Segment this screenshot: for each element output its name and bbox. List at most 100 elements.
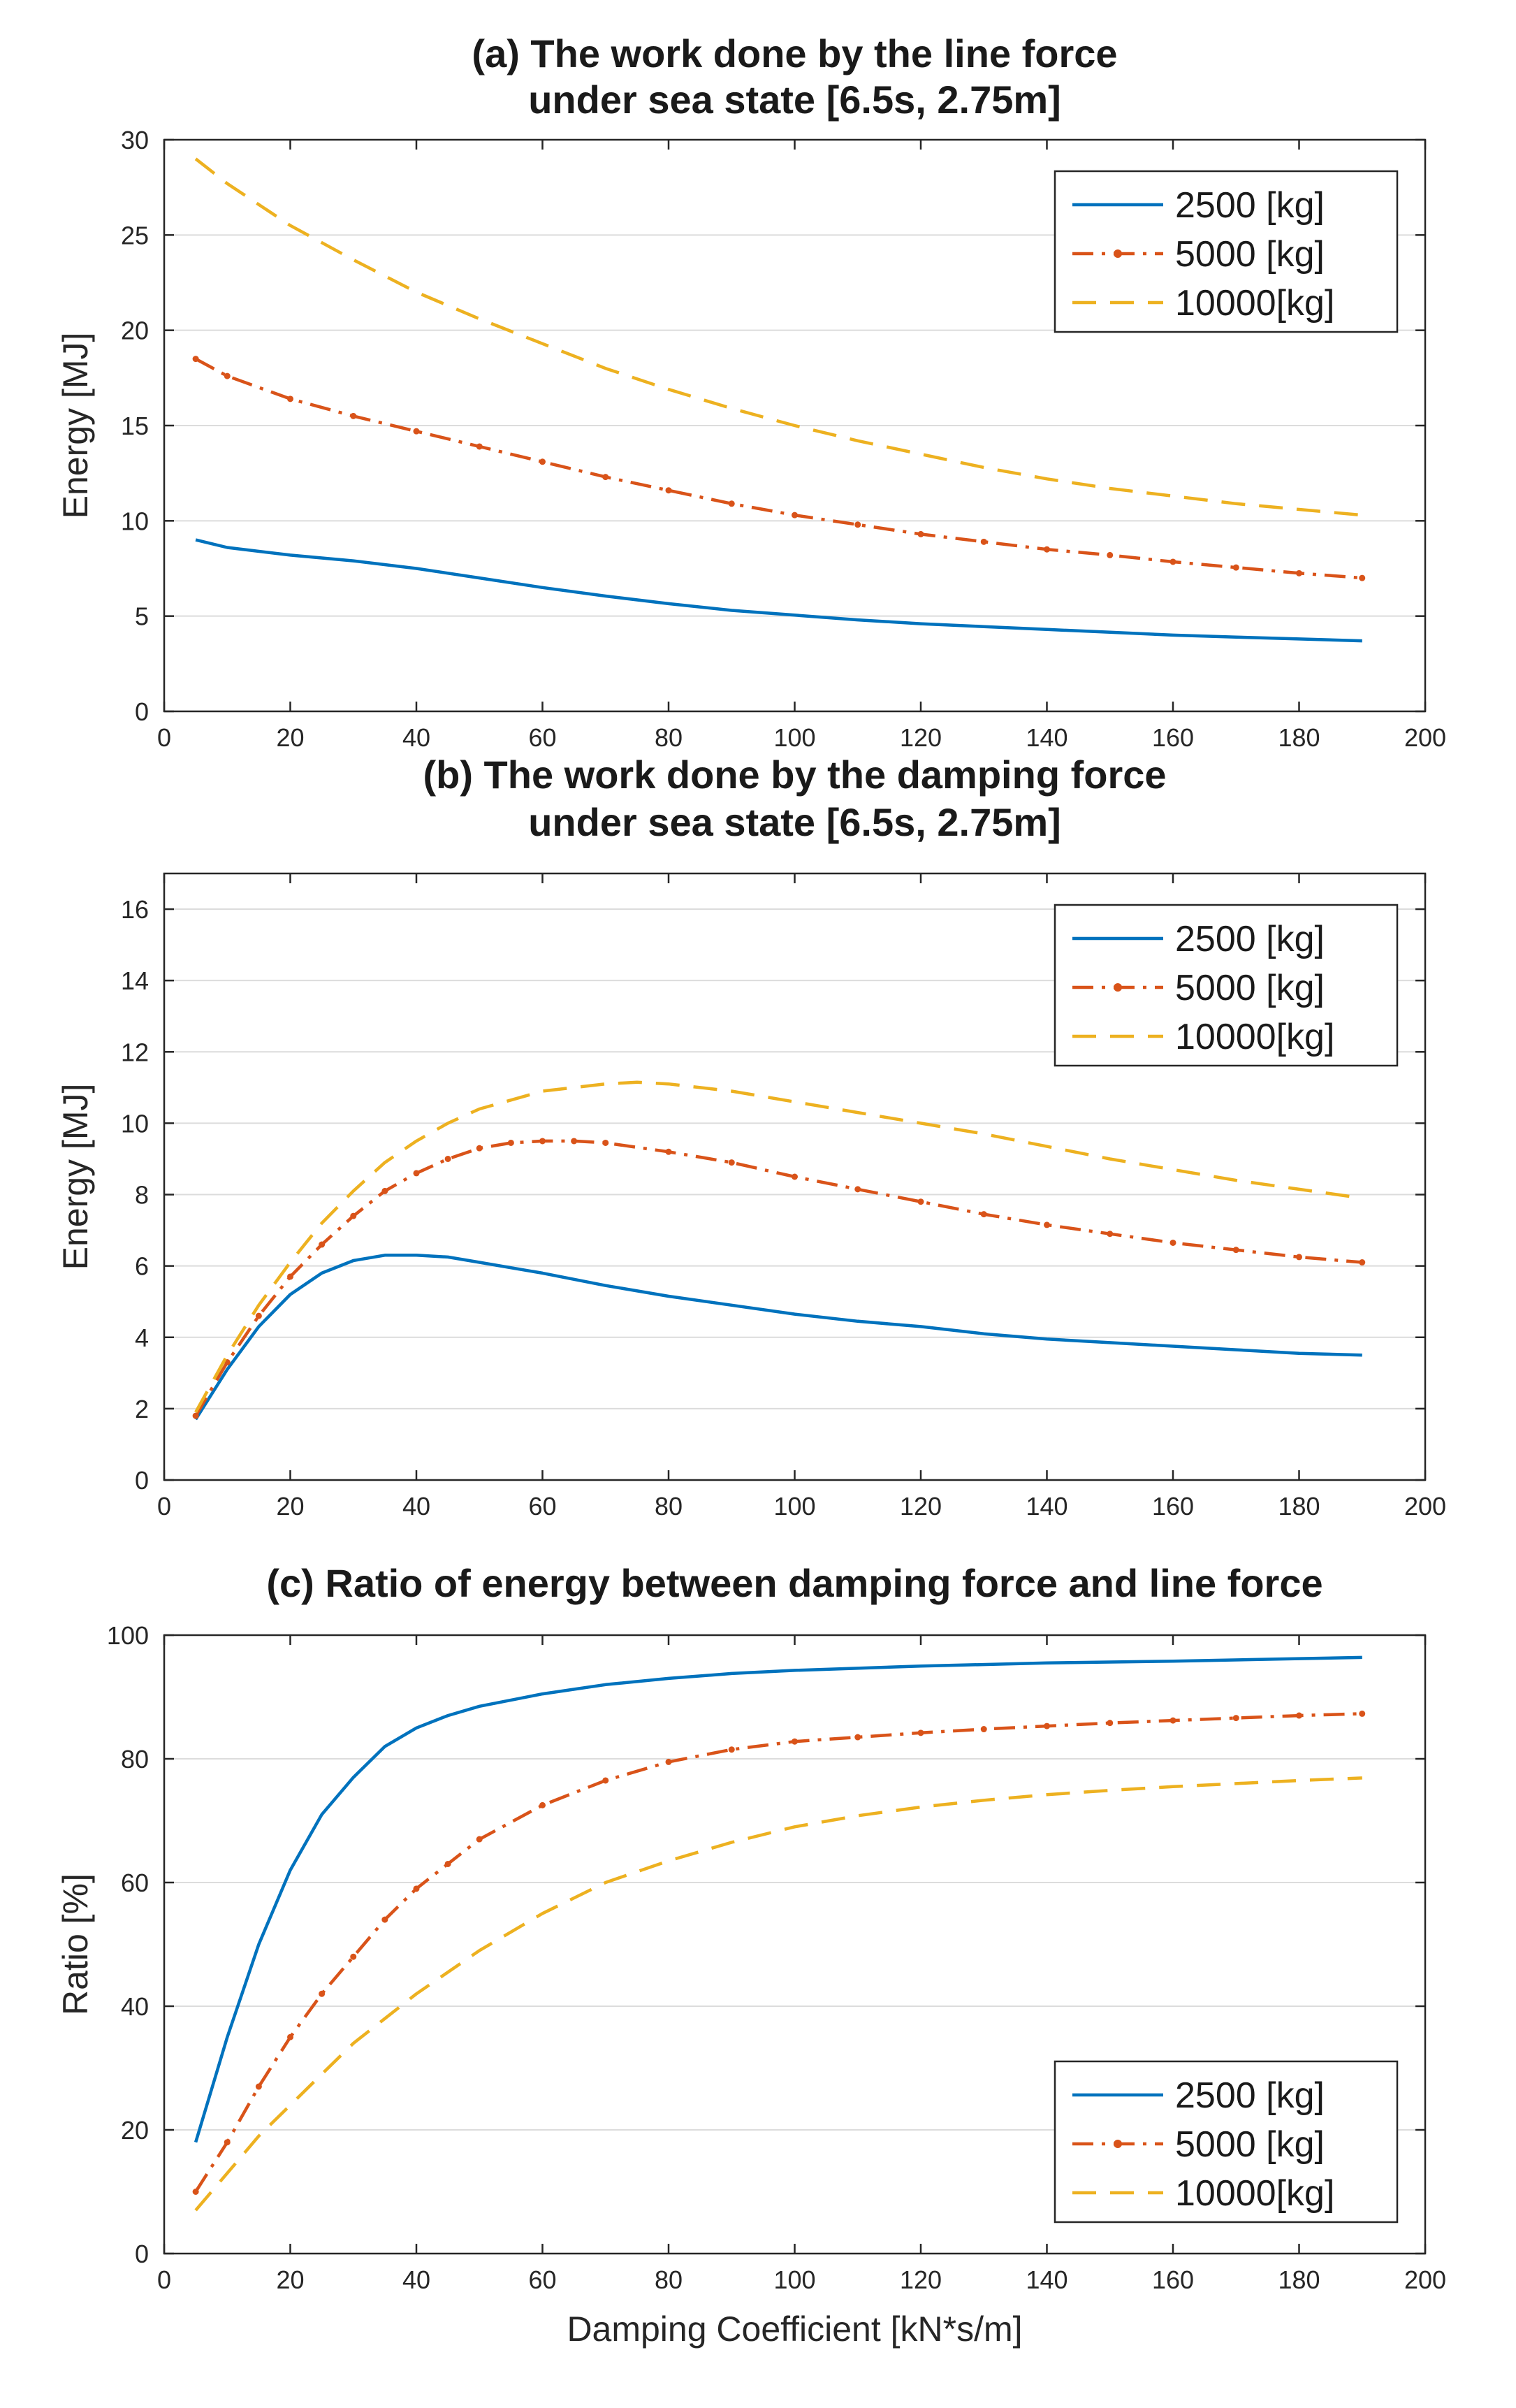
- series-line-2: [195, 357, 1362, 580]
- series-marker: [476, 1836, 483, 1843]
- legend-entry-2: 5000 [kg]: [1175, 234, 1325, 275]
- series-marker: [1232, 564, 1239, 571]
- series-marker: [476, 1145, 483, 1152]
- y-tick-label: 10: [121, 507, 149, 535]
- series-line-3: [194, 1080, 1363, 1414]
- legend-box: [1054, 904, 1399, 1067]
- series-marker: [1359, 1259, 1366, 1266]
- chart-subtitle: under sea state [6.5s, 2.75m]: [528, 78, 1061, 122]
- x-tick-label: 160: [1152, 2265, 1194, 2294]
- series-marker: [413, 1885, 420, 1892]
- series-marker: [792, 1738, 798, 1745]
- x-tick-label: 20: [276, 1492, 304, 1521]
- series-marker: [854, 1186, 861, 1193]
- series-marker: [1169, 1717, 1176, 1724]
- y-tick-label: 6: [135, 1252, 149, 1281]
- legend: 2500 [kg] 5000 [kg] 10000[kg]: [1054, 170, 1399, 333]
- series-line-2: [194, 1139, 1362, 1417]
- series-marker: [350, 1212, 357, 1219]
- x-tick-label: 180: [1278, 723, 1320, 752]
- y-tick-label: 12: [121, 1038, 149, 1066]
- x-tick-label: 100: [773, 723, 815, 752]
- y-tick-label: 10: [121, 1109, 149, 1138]
- x-tick-label: 200: [1404, 2265, 1446, 2294]
- chart-panel-2: 0 20 40 60 80 100 120 140 160 180 200 0 2 4 6 8 10 12 14 16…: [56, 753, 1446, 1521]
- chart-title: (b) The work done by the damping force: [423, 753, 1166, 797]
- chart-panel-1: 0 20 40 60 80 100 120 140 160 180 200 0 5 10 15 20 25 30 (…: [56, 31, 1446, 752]
- x-tick-label: 200: [1404, 723, 1446, 752]
- y-tick-label: 8: [135, 1181, 149, 1210]
- series-marker: [1107, 1231, 1114, 1238]
- series-marker: [539, 1801, 546, 1808]
- x-tick-label: 40: [402, 2265, 430, 2294]
- series-marker: [413, 1170, 420, 1177]
- series-marker: [1359, 1710, 1366, 1717]
- series-marker: [192, 1412, 199, 1419]
- series-line-1: [195, 538, 1362, 643]
- x-tick-label: 140: [1026, 1492, 1067, 1521]
- chart-subtitle: under sea state [6.5s, 2.75m]: [528, 800, 1061, 844]
- y-tick-label: 15: [121, 412, 149, 440]
- series-line-3: [194, 157, 1363, 517]
- x-tick-label: 100: [773, 2265, 815, 2294]
- series-marker: [319, 1241, 326, 1248]
- y-tick-label: 40: [121, 1992, 149, 2021]
- x-tick-label: 0: [157, 1492, 171, 1521]
- x-tick-label: 120: [900, 1492, 942, 1521]
- series-marker: [539, 1138, 546, 1145]
- y-tick-label: 20: [121, 317, 149, 345]
- legend-entry-3: 10000[kg]: [1175, 1017, 1334, 1057]
- series-marker: [602, 474, 609, 481]
- legend: 2500 [kg] 5000 [kg] 10000[kg]: [1054, 2060, 1399, 2224]
- series-marker: [1296, 1712, 1302, 1719]
- x-tick-label: 200: [1404, 1492, 1446, 1521]
- series-marker: [792, 1173, 798, 1180]
- series-marker: [224, 372, 231, 379]
- series-marker: [192, 356, 199, 363]
- series-marker: [1044, 1722, 1050, 1729]
- x-tick-label: 60: [528, 1492, 556, 1521]
- x-tick-label: 120: [900, 2265, 942, 2294]
- legend-entry-2: 5000 [kg]: [1175, 2124, 1325, 2165]
- y-tick-label: 30: [121, 126, 149, 154]
- x-tick-label: 160: [1152, 1492, 1194, 1521]
- series-marker: [665, 487, 672, 494]
- y-tick-label: 2: [135, 1395, 149, 1423]
- x-tick-label: 80: [655, 723, 683, 752]
- legend-marker: [1114, 983, 1122, 992]
- series-marker: [287, 2033, 293, 2040]
- series-marker: [1359, 574, 1366, 581]
- series-marker: [1232, 1247, 1239, 1254]
- y-tick-label: 4: [135, 1323, 149, 1352]
- series-marker: [917, 530, 924, 537]
- y-tick-label: 25: [121, 221, 149, 249]
- series-marker: [476, 443, 483, 450]
- series-marker: [287, 1273, 293, 1280]
- series-marker: [319, 1990, 326, 1997]
- x-tick-label: 60: [528, 2265, 556, 2294]
- series-marker: [602, 1777, 609, 1784]
- series-marker: [980, 1726, 987, 1733]
- series-marker: [1107, 551, 1114, 558]
- x-tick-label: 100: [773, 1492, 815, 1521]
- series-marker: [350, 1953, 357, 1960]
- legend-marker: [1114, 249, 1122, 258]
- series-line-2: [194, 1712, 1362, 2193]
- legend-box: [1054, 170, 1399, 333]
- series-marker: [1044, 546, 1050, 553]
- series-marker: [1044, 1221, 1050, 1228]
- series-marker: [1107, 1720, 1114, 1727]
- series-marker: [192, 2189, 199, 2195]
- series-marker: [507, 1139, 514, 1146]
- x-tick-label: 120: [900, 723, 942, 752]
- series-line-1: [194, 1254, 1362, 1421]
- series-marker: [444, 1155, 451, 1162]
- x-tick-label: 60: [528, 723, 556, 752]
- y-tick-label: 0: [135, 1466, 149, 1495]
- series-marker: [381, 1916, 388, 1923]
- x-tick-label: 180: [1278, 2265, 1320, 2294]
- series-marker: [413, 428, 420, 435]
- series-marker: [854, 521, 861, 528]
- y-tick-label: 0: [135, 697, 149, 726]
